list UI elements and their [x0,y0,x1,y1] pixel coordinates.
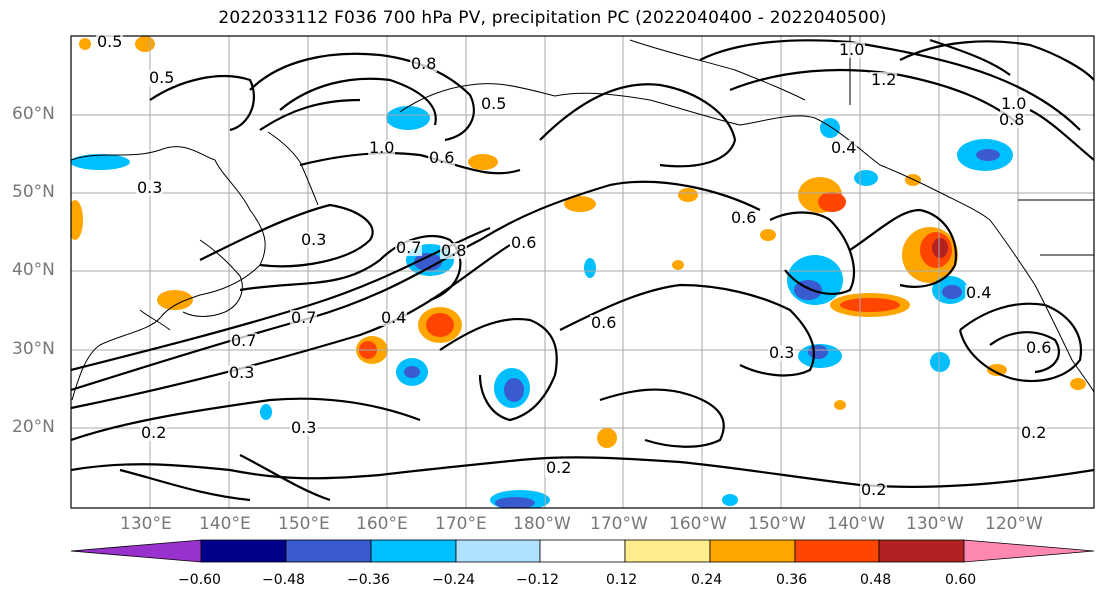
colorbar-tick-label: 0.12 [606,572,638,588]
colorbar-segment [709,539,796,563]
contour-value-label: 0.4 [965,283,993,302]
lon-label-160e: 160°E [356,514,408,534]
contour-value-label: 0.5 [96,32,124,51]
colorbar-segment [539,539,626,563]
contour-value-label: 0.5 [480,94,508,113]
lat-label-30n: 30°N [12,339,55,359]
coastlines [71,36,1094,401]
lon-label-150e: 150°E [278,514,330,534]
colorbar [70,539,1095,563]
contour-value-label: 0.3 [290,418,318,437]
contour-value-label: 0.6 [1025,338,1053,357]
contour-value-label: 1.2 [870,70,898,89]
colorbar-segment [455,539,541,563]
colorbar-segment-extend-low [70,539,202,563]
contour-value-label: 0.8 [410,54,438,73]
contour-value-label: 0.6 [590,313,618,332]
contour-value-label: 0.3 [300,230,328,249]
contour-value-label: 1.0 [1000,94,1028,113]
contour-value-label: 0.3 [228,363,256,382]
contour-value-label: 1.0 [368,138,396,157]
colorbar-segment [624,539,711,563]
contour-value-label: 0.5 [148,68,176,87]
lon-label-160w: 160°W [669,514,727,534]
colorbar-segment [370,539,457,563]
map-frame [70,35,1095,509]
lon-label-120w: 120°W [985,514,1043,534]
lat-label-40n: 40°N [12,260,55,280]
contour-value-label: 0.6 [510,233,538,252]
lon-label-170e: 170°E [435,514,487,534]
contour-value-label: 0.7 [230,331,258,350]
contour-value-label: 0.7 [290,308,318,327]
lon-label-130w: 130°W [906,514,964,534]
colorbar-segment [878,539,965,563]
colorbar-segment-extend-high [963,539,1095,563]
lat-label-60n: 60°N [12,104,55,124]
contour-value-label: 0.6 [730,208,758,227]
contour-value-label: 0.3 [136,178,164,197]
contour-value-label: 0.2 [545,458,573,477]
contour-value-label: 0.2 [140,423,168,442]
colorbar-tick-label: −0.60 [178,572,221,588]
contour-value-label: 0.3 [768,343,796,362]
contour-value-label: 0.2 [1020,423,1048,442]
contour-value-label: 0.2 [860,480,888,499]
colorbar-tick-label: −0.48 [262,572,305,588]
contour-value-label: 0.8 [998,110,1026,129]
lon-label-180w: 180°W [513,514,571,534]
colorbar-tick-label: 0.36 [776,572,808,588]
colorbar-segment [200,539,287,563]
lon-label-170w: 170°W [590,514,648,534]
lon-label-140e: 140°E [199,514,251,534]
pv-contours [71,38,1094,502]
lon-label-130e: 130°E [120,514,172,534]
contour-value-label: 0.8 [440,241,468,260]
colorbar-tick-label: 0.60 [945,572,977,588]
colorbar-tick-label: −0.36 [347,572,390,588]
contour-value-label: 0.4 [830,138,858,157]
contour-value-label: 0.7 [395,238,423,257]
map-title: 2022033112 F036 700 hPa PV, precipitatio… [218,8,887,28]
lat-label-50n: 50°N [12,182,55,202]
colorbar-tick-label: 0.24 [691,572,723,588]
lon-label-140w: 140°W [827,514,885,534]
colorbar-tick-label: 0.48 [860,572,892,588]
lon-label-150w: 150°W [748,514,806,534]
contour-value-label: 0.4 [380,308,408,327]
precip-positive-shading [71,36,1086,448]
colorbar-tick-label: −0.12 [516,572,559,588]
contour-value-label: 1.0 [838,40,866,59]
contour-value-label: 0.6 [428,148,456,167]
colorbar-segment [285,539,372,563]
colorbar-segment [794,539,880,563]
colorbar-tick-label: −0.24 [432,572,475,588]
lat-label-20n: 20°N [12,417,55,437]
